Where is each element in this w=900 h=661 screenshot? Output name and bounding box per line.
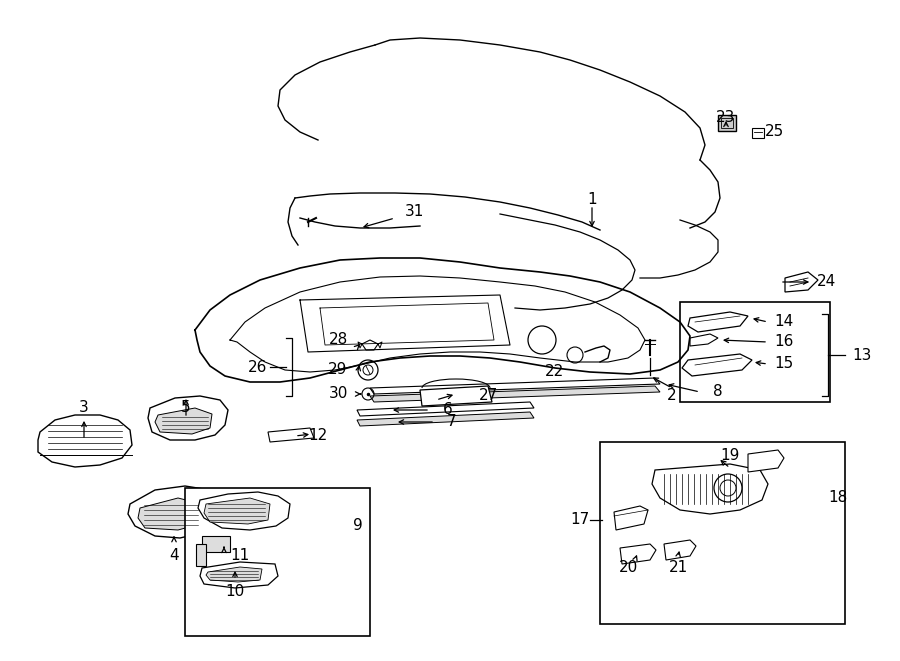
Text: 6: 6 — [443, 403, 453, 418]
Text: 15: 15 — [774, 356, 794, 371]
Text: 17: 17 — [571, 512, 590, 527]
Text: 26: 26 — [248, 360, 267, 375]
Bar — [680, 302, 830, 402]
Text: 1: 1 — [587, 192, 597, 208]
Text: 9: 9 — [353, 518, 363, 533]
Polygon shape — [682, 354, 752, 376]
Polygon shape — [664, 540, 696, 560]
Text: 11: 11 — [230, 549, 249, 563]
Text: 31: 31 — [405, 204, 425, 219]
Text: 8: 8 — [713, 385, 723, 399]
Polygon shape — [357, 412, 534, 426]
Text: 16: 16 — [774, 334, 794, 350]
Polygon shape — [138, 498, 202, 530]
Text: 5: 5 — [181, 401, 191, 416]
Text: 24: 24 — [816, 274, 835, 290]
Text: 23: 23 — [716, 110, 735, 126]
Text: 4: 4 — [169, 547, 179, 563]
Polygon shape — [148, 396, 228, 440]
Text: 25: 25 — [765, 124, 785, 139]
Polygon shape — [785, 272, 818, 292]
Polygon shape — [198, 492, 290, 530]
Text: 13: 13 — [852, 348, 872, 362]
Polygon shape — [688, 312, 748, 332]
Polygon shape — [128, 486, 220, 538]
Bar — [185, 488, 370, 636]
Polygon shape — [690, 334, 718, 346]
Text: 20: 20 — [618, 561, 637, 576]
Bar — [718, 115, 736, 131]
Text: 14: 14 — [774, 315, 794, 329]
Polygon shape — [204, 498, 270, 524]
Bar — [752, 128, 764, 138]
Bar — [202, 536, 230, 552]
Polygon shape — [200, 562, 278, 588]
Text: 7: 7 — [447, 414, 457, 430]
Text: 19: 19 — [720, 449, 740, 463]
Polygon shape — [206, 567, 262, 582]
Text: 27: 27 — [479, 387, 498, 403]
Polygon shape — [357, 402, 534, 416]
Polygon shape — [370, 378, 660, 394]
Text: 2: 2 — [667, 387, 677, 403]
Text: 29: 29 — [328, 362, 347, 377]
Bar — [721, 118, 733, 128]
Text: 12: 12 — [309, 428, 328, 444]
Polygon shape — [268, 428, 314, 442]
Text: 22: 22 — [545, 364, 564, 379]
Text: 30: 30 — [328, 387, 347, 401]
Polygon shape — [620, 544, 656, 564]
Text: 10: 10 — [225, 584, 245, 600]
Polygon shape — [652, 464, 768, 514]
Polygon shape — [614, 506, 648, 530]
Text: 21: 21 — [669, 561, 688, 576]
Polygon shape — [362, 340, 378, 350]
Polygon shape — [748, 450, 784, 472]
Polygon shape — [155, 408, 212, 434]
Text: 18: 18 — [828, 490, 848, 506]
Polygon shape — [370, 386, 660, 402]
Polygon shape — [38, 415, 132, 467]
Polygon shape — [420, 386, 492, 406]
Bar — [600, 442, 845, 624]
Text: 3: 3 — [79, 401, 89, 416]
Text: 28: 28 — [328, 332, 347, 348]
Bar — [196, 544, 206, 566]
